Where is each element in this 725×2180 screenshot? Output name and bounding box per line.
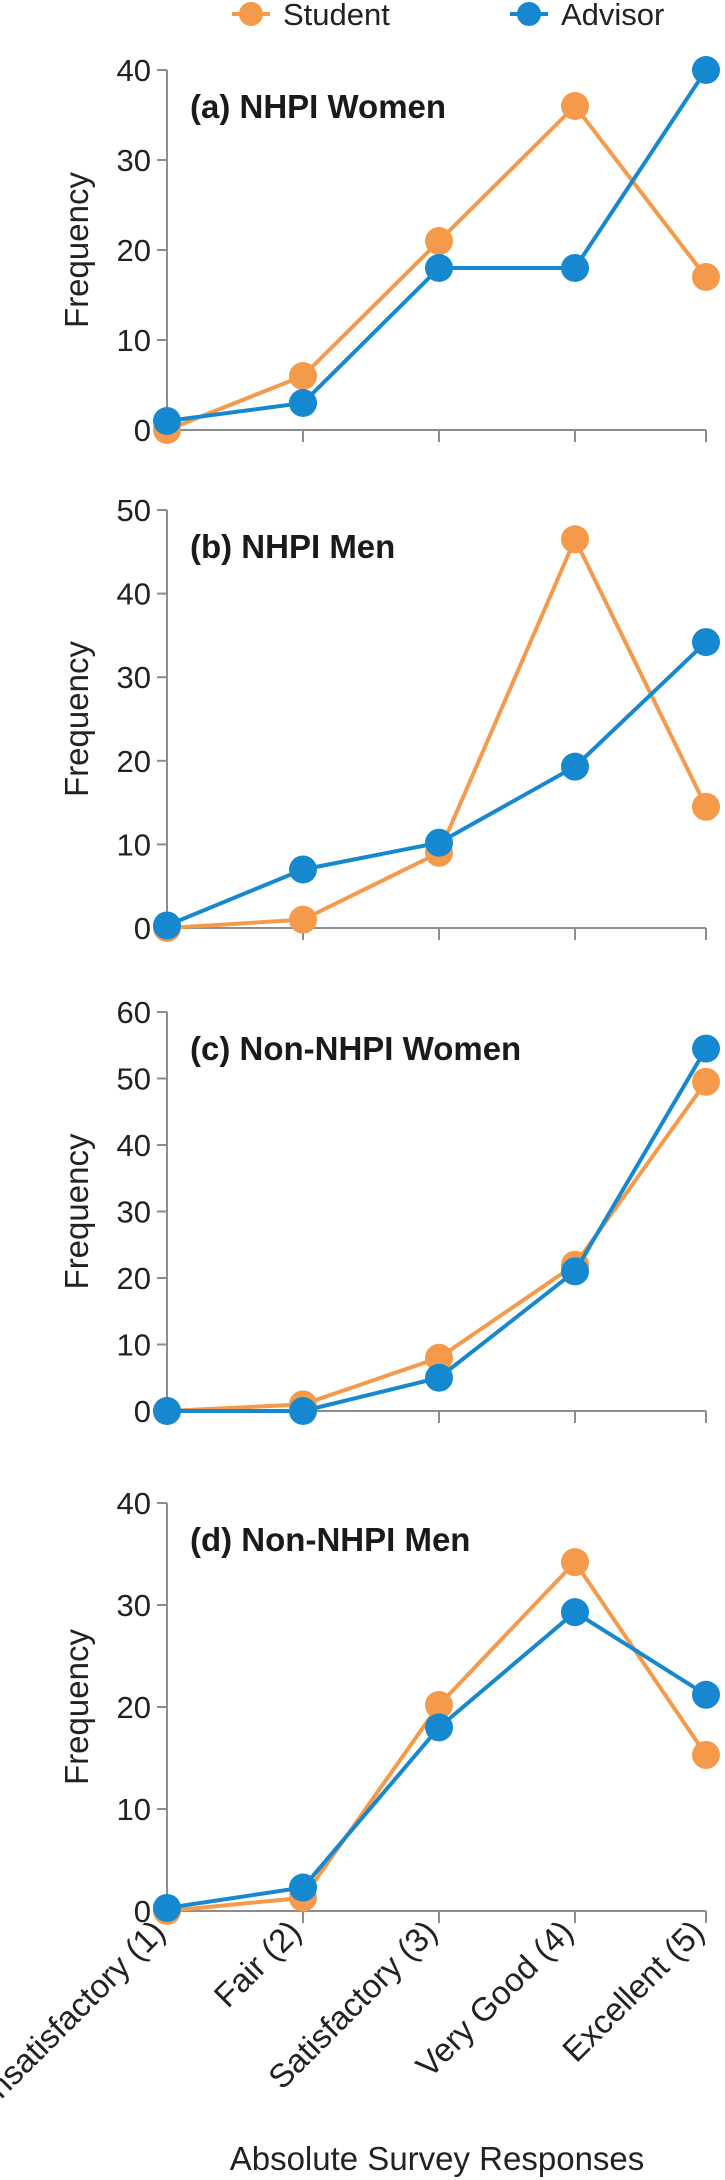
series-student	[153, 92, 720, 444]
y-axis-label: Frequency	[58, 641, 95, 797]
data-point	[289, 1873, 317, 1902]
legend: Student Advisor	[232, 0, 664, 32]
x-tick-label: Excellent (5)	[555, 1913, 711, 2069]
data-point	[153, 1893, 181, 1922]
data-point	[692, 628, 720, 657]
legend-marker	[239, 2, 263, 26]
y-tick-label: 50	[117, 493, 151, 528]
y-tick-label: 40	[117, 1128, 151, 1163]
data-point	[561, 1257, 589, 1286]
y-tick-label: 10	[117, 323, 151, 358]
y-tick-label: 20	[117, 744, 151, 779]
data-point	[561, 752, 589, 781]
data-point	[561, 1598, 589, 1627]
y-tick-label: 30	[117, 1195, 151, 1230]
y-tick-label: 20	[117, 1261, 151, 1296]
series-line	[166, 537, 708, 930]
data-point	[425, 1713, 453, 1742]
data-point	[692, 1740, 720, 1769]
data-point	[561, 254, 589, 282]
legend-item-student: Student	[232, 0, 390, 32]
y-tick-label: 10	[117, 827, 151, 862]
data-point	[425, 254, 453, 282]
y-tick-label: 40	[117, 1486, 151, 1521]
legend-item-advisor: Advisor	[510, 0, 664, 32]
x-tick-label: Fair (2)	[207, 1913, 308, 2014]
y-axis-label: Frequency	[58, 1133, 95, 1289]
series-advisor	[153, 628, 720, 940]
y-tick-label: 0	[134, 911, 151, 946]
series-advisor	[153, 1034, 720, 1425]
data-point	[289, 389, 317, 417]
series-line	[166, 640, 708, 928]
panel-c: 0 10 20 30 40 50 60 Frequency (c) Non-NHPI Women	[58, 995, 720, 1429]
data-point	[153, 407, 181, 435]
y-tick-label: 0	[134, 1394, 151, 1429]
data-point	[153, 1397, 181, 1425]
legend-label: Student	[283, 0, 390, 32]
panel-title: (a) NHPI Women	[190, 88, 446, 125]
panel-title: (b) NHPI Men	[190, 528, 395, 565]
data-point	[561, 1548, 589, 1577]
series-advisor	[153, 56, 720, 435]
legend-label: Advisor	[561, 0, 664, 32]
data-point	[425, 828, 453, 857]
y-tick-label: 20	[117, 1690, 151, 1725]
y-tick-label: 50	[117, 1062, 151, 1097]
data-point	[692, 56, 720, 84]
y-tick-label: 40	[117, 53, 151, 88]
data-point	[561, 525, 589, 554]
x-axis-label: Absolute Survey Responses	[230, 2140, 645, 2177]
legend-marker	[517, 2, 541, 26]
y-tick-label: 30	[117, 1588, 151, 1623]
data-point	[425, 227, 453, 255]
data-point	[692, 1034, 720, 1063]
y-tick-label: 0	[134, 413, 151, 448]
data-point	[692, 1680, 720, 1709]
data-point	[289, 1397, 317, 1425]
y-tick-label: 0	[134, 1894, 151, 1929]
panel-d: 0 10 20 30 40 Frequency (d) Non-NHPI Men	[58, 1486, 720, 1929]
data-point	[692, 792, 720, 821]
series-line	[166, 1610, 708, 1910]
series-student	[153, 525, 720, 942]
y-tick-label: 10	[117, 1328, 151, 1363]
panel-title: (d) Non-NHPI Men	[190, 1521, 470, 1558]
y-tick-label: 60	[117, 995, 151, 1030]
y-tick-label: 20	[117, 233, 151, 268]
data-point	[561, 92, 589, 120]
y-axis-label: Frequency	[58, 1629, 95, 1785]
y-tick-label: 40	[117, 577, 151, 612]
panel-b: 0 10 20 30 40 50 Frequency (b) NHPI Men	[58, 493, 720, 946]
y-tick-label: 10	[117, 1792, 151, 1827]
panel-title: (c) Non-NHPI Women	[190, 1030, 521, 1067]
panel-a: 0 10 20 30 40 Frequency (a) NHPI Women	[58, 53, 720, 448]
x-category-labels: Unsatisfactory (1) Fair (2)Satisfactory (…	[0, 1913, 711, 2122]
data-point	[692, 1067, 720, 1096]
data-point	[153, 911, 181, 940]
y-tick-label: 30	[117, 143, 151, 178]
data-point	[692, 263, 720, 291]
x-tick-label: Unsatisfactory (1)	[0, 1913, 172, 2122]
data-point	[289, 362, 317, 390]
data-point	[289, 905, 317, 934]
data-point	[425, 1363, 453, 1392]
data-point	[289, 855, 317, 884]
series-advisor	[153, 1598, 720, 1922]
data-point	[425, 1343, 453, 1372]
y-tick-label: 30	[117, 660, 151, 695]
data-point	[425, 1690, 453, 1719]
y-axis-label: Frequency	[58, 172, 95, 328]
